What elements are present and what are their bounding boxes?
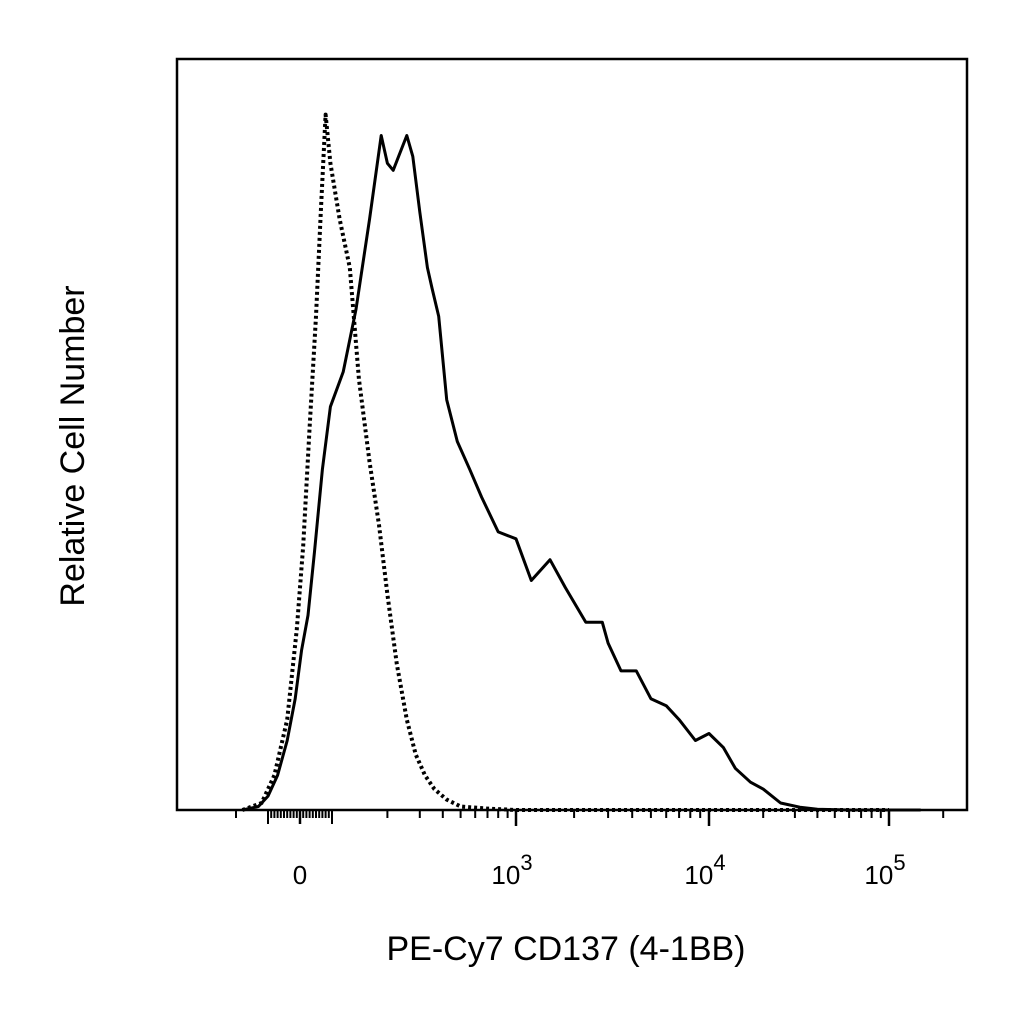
x-axis-ticks [235,810,945,826]
series-dotted-line [241,112,889,812]
x-tick-label: 0 [293,860,307,890]
x-tick-label: 103 [491,850,532,890]
y-axis-label: Relative Cell Number [54,285,92,606]
series-solid-line [242,134,921,812]
series-layer [241,112,921,812]
x-axis-tick-labels: 0 103 104 105 [293,850,906,890]
x-tick-label: 104 [684,850,725,890]
x-tick-label: 105 [864,850,905,890]
x-axis-label: PE-Cy7 CD137 (4-1BB) [386,930,745,968]
